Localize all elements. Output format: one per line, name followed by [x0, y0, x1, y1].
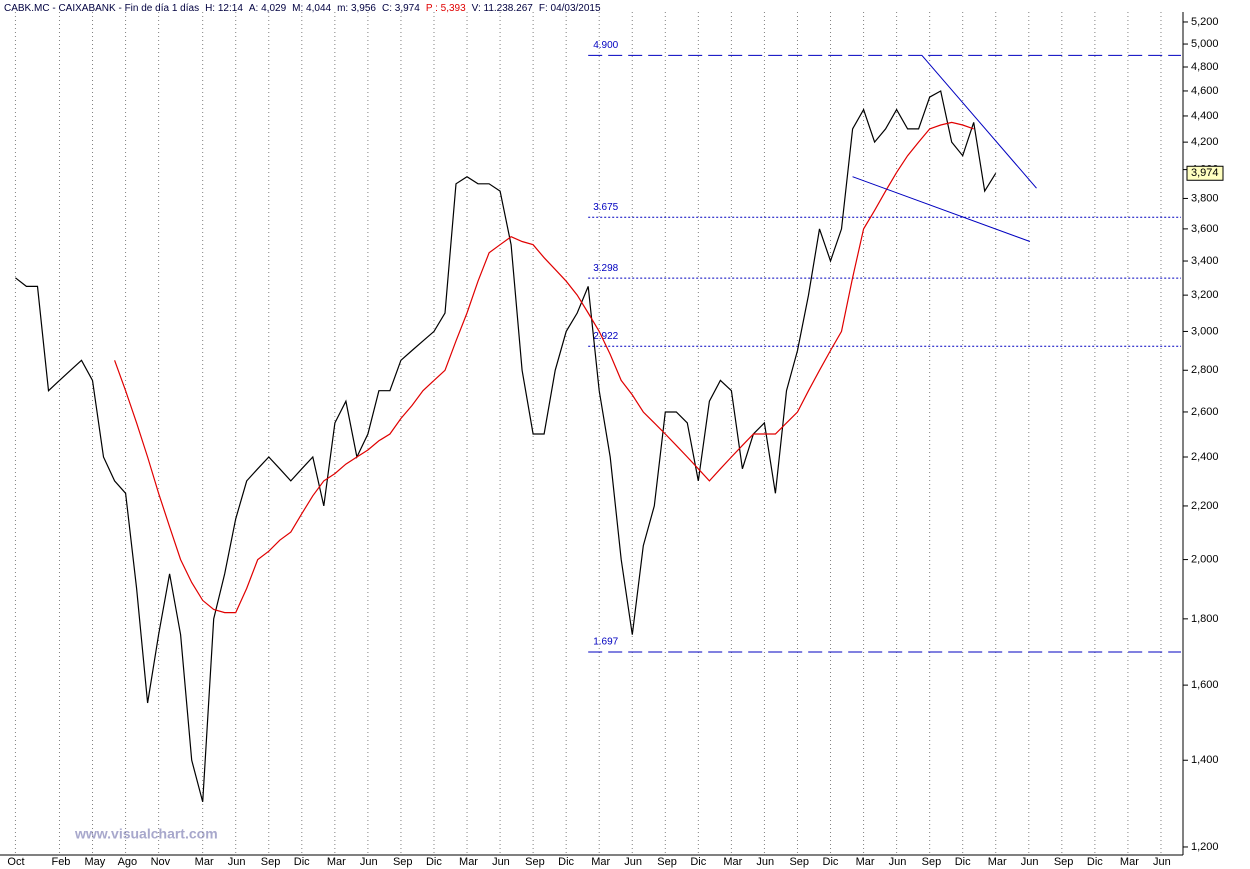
x-tick-label: Jun [1153, 856, 1171, 868]
y-tick-label: 2,200 [1191, 500, 1219, 512]
x-tick-label: Feb [51, 856, 70, 868]
watermark: www.visualchart.com [74, 826, 218, 842]
x-tick-label: Jun [756, 856, 774, 868]
x-tick-label: Sep [525, 856, 545, 868]
x-tick-label: Mar [591, 856, 610, 868]
x-tick-label: Dic [426, 856, 442, 868]
x-tick-label: Dic [294, 856, 310, 868]
x-tick-label: Mar [988, 856, 1007, 868]
header-item: M: 4,044 [292, 3, 331, 14]
level-label: 1.697 [593, 637, 618, 648]
x-tick-label: Mar [723, 856, 742, 868]
x-tick-label: Jun [360, 856, 378, 868]
header-item: H: 12:14 [205, 3, 243, 14]
y-tick-label: 3,200 [1191, 289, 1219, 301]
y-tick-label: 3,600 [1191, 223, 1219, 235]
y-tick-label: 1,800 [1191, 613, 1219, 625]
header-item: CABK.MC - CAIXABANK - Fin de día 1 días [4, 3, 199, 14]
y-tick-label: 4,600 [1191, 85, 1219, 97]
trendline [852, 176, 1031, 242]
y-tick-label: 2,600 [1191, 406, 1219, 418]
level-label: 3.675 [593, 202, 618, 213]
x-tick-label: Jun [1021, 856, 1039, 868]
x-tick-label: Sep [393, 856, 413, 868]
y-tick-label: 3,400 [1191, 255, 1219, 267]
x-tick-label: Jun [624, 856, 642, 868]
x-tick-label: May [85, 856, 106, 868]
y-tick-label: 3,800 [1191, 192, 1219, 204]
x-tick-label: Oct [7, 856, 24, 868]
moving-average [114, 121, 974, 614]
header: CABK.MC - CAIXABANK - Fin de día 1 días H… [4, 3, 601, 14]
x-tick-label: Sep [922, 856, 942, 868]
x-tick-label: Dic [955, 856, 971, 868]
header-item: P : 5,393 [426, 3, 466, 14]
x-tick-label: Jun [228, 856, 246, 868]
y-tick-label: 3,000 [1191, 325, 1219, 337]
x-tick-label: Sep [657, 856, 677, 868]
last-price-box [1186, 165, 1224, 181]
x-tick-label: Sep [261, 856, 281, 868]
y-tick-label: 5,000 [1191, 38, 1219, 50]
y-tick-label: 4,400 [1191, 110, 1219, 122]
header-item: A: 4,029 [249, 3, 287, 14]
y-tick-label: 5,200 [1191, 16, 1219, 28]
y-tick-label: 2,400 [1191, 451, 1219, 463]
x-tick-label: Jun [492, 856, 510, 868]
x-tick-label: Jun [889, 856, 907, 868]
y-tick-label: 1,200 [1191, 841, 1219, 853]
y-tick-label: 2,000 [1191, 553, 1219, 565]
y-tick-label: 4,800 [1191, 61, 1219, 73]
x-tick-label: Mar [856, 856, 875, 868]
header-item: m: 3,956 [337, 3, 376, 14]
header-item: C: 3,974 [382, 3, 420, 14]
x-tick-label: Mar [1120, 856, 1139, 868]
x-tick-label: Dic [1087, 856, 1103, 868]
x-tick-label: Dic [558, 856, 574, 868]
last-price-label: 3,974 [1191, 167, 1219, 179]
x-tick-label: Mar [195, 856, 214, 868]
header-item: F: 04/03/2015 [539, 3, 601, 14]
level-label: 4.900 [593, 40, 618, 51]
x-tick-label: Dic [823, 856, 839, 868]
x-tick-label: Sep [789, 856, 809, 868]
x-tick-label: Nov [151, 856, 171, 868]
header-item: V: 11.238.267 [472, 3, 534, 14]
y-tick-label: 4,200 [1191, 136, 1219, 148]
level-label: 3.298 [593, 263, 618, 274]
price-line [15, 90, 997, 803]
trendline [921, 55, 1037, 189]
x-tick-label: Dic [690, 856, 706, 868]
x-tick-label: Ago [118, 856, 138, 868]
x-tick-label: Mar [327, 856, 346, 868]
y-tick-label: 2,800 [1191, 364, 1219, 376]
y-tick-label: 1,600 [1191, 679, 1219, 691]
y-tick-label: 1,400 [1191, 754, 1219, 766]
x-tick-label: Mar [459, 856, 478, 868]
x-tick-label: Sep [1054, 856, 1074, 868]
level-label: 2.922 [593, 331, 618, 342]
